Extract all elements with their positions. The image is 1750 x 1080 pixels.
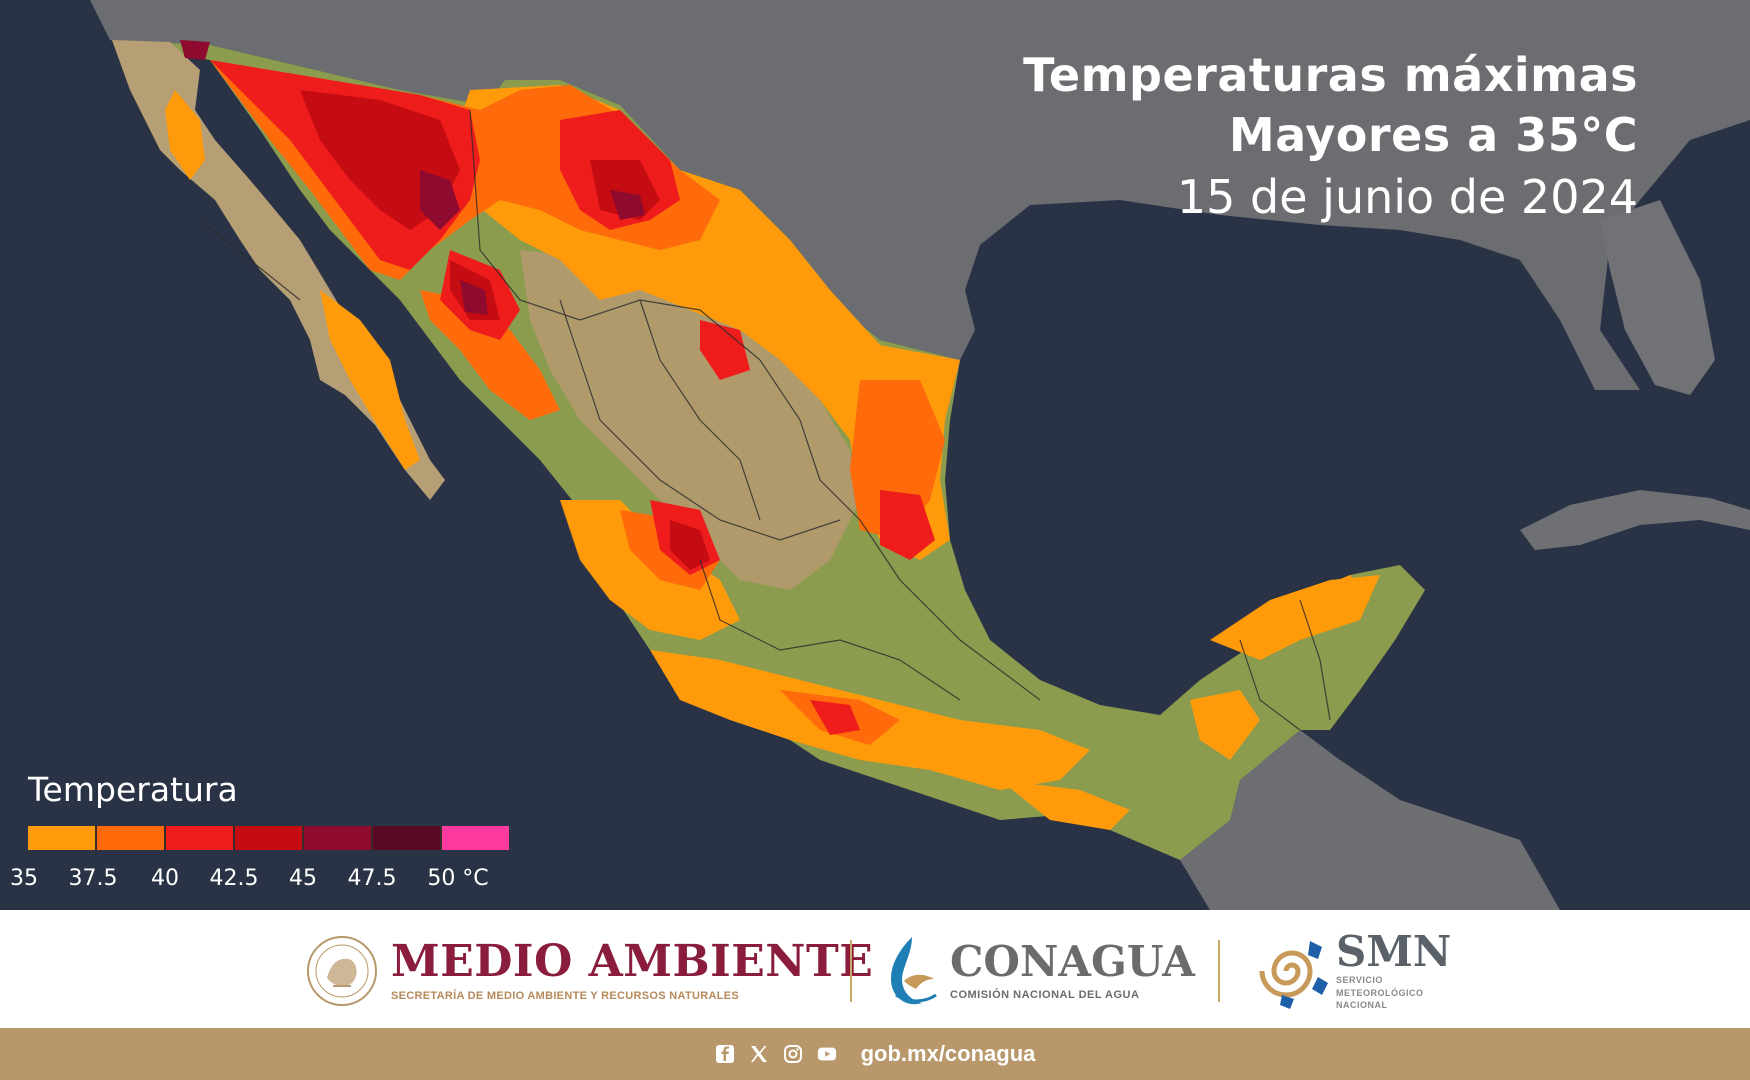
smn-subtitle-2: METEOROLÓGICO — [1336, 987, 1424, 998]
x-icon[interactable] — [749, 1044, 769, 1064]
cuba — [1520, 490, 1750, 550]
state-borders — [199, 109, 1331, 731]
smn-spiral-icon — [1259, 941, 1328, 1009]
map-date: 15 de junio de 2024 — [1176, 170, 1638, 224]
legend-tick: 45 — [289, 866, 317, 891]
logo-separator — [850, 940, 852, 1002]
medio-ambiente-logo: MEDIO AMBIENTE SECRETARÍA DE MEDIO AMBIE… — [305, 928, 873, 1014]
temperature-map: Temperaturas máximas Mayores a 35°C 15 d… — [0, 0, 1750, 910]
map-title-line1: Temperaturas máximas — [1023, 48, 1638, 102]
arid-interior — [520, 250, 860, 590]
legend-tick: 47.5 — [347, 866, 397, 891]
smn-logo: SMN SERVICIO METEOROLÓGICO NACIONAL — [1252, 928, 1451, 1014]
central-america — [1180, 730, 1560, 910]
usa-land — [90, 0, 1750, 390]
legend-swatch-37-5 — [97, 826, 166, 850]
smn-title: SMN — [1336, 926, 1452, 976]
legend-swatch-45 — [304, 826, 373, 850]
legend-swatch-47-5 — [373, 826, 442, 850]
footer-bar: gob.mx/conagua — [0, 1028, 1750, 1080]
map-title-line2: Mayores a 35°C — [1228, 108, 1638, 162]
conagua-logo: CONAGUA COMISIÓN NACIONAL DEL AGUA — [882, 928, 1195, 1014]
smn-subtitle-1: SERVICIO — [1336, 974, 1383, 985]
medio-ambiente-subtitle: SECRETARÍA DE MEDIO AMBIENTE Y RECURSOS … — [391, 990, 739, 1002]
conagua-title: CONAGUA — [950, 937, 1195, 986]
institutional-logos: MEDIO AMBIENTE SECRETARÍA DE MEDIO AMBIE… — [0, 910, 1750, 1028]
legend-swatch-50 — [442, 826, 509, 850]
legend-swatch-42-5 — [235, 826, 304, 850]
medio-ambiente-title: MEDIO AMBIENTE — [391, 936, 874, 987]
legend-tick: 50 °C — [427, 866, 489, 891]
legend-title: Temperatura — [28, 770, 238, 809]
map-canvas — [90, 0, 1750, 910]
legend-tick: 40 — [151, 866, 179, 891]
legend-tick: 42.5 — [209, 866, 259, 891]
logo-separator — [1218, 940, 1220, 1002]
smn-subtitle-3: NACIONAL — [1336, 1000, 1388, 1011]
youtube-icon[interactable] — [817, 1044, 837, 1064]
yucatan-heat — [1290, 575, 1370, 625]
heat-zone-45 — [180, 40, 645, 315]
florida — [1600, 200, 1715, 395]
website-link[interactable]: gob.mx/conagua — [860, 1041, 1036, 1066]
coat-of-arms-icon — [307, 936, 377, 1006]
legend-tick: 35 — [10, 866, 38, 891]
legend-swatch-35 — [28, 826, 97, 850]
legend-swatch-40 — [166, 826, 235, 850]
conagua-subtitle: COMISIÓN NACIONAL DEL AGUA — [950, 989, 1140, 1001]
legend-color-bar — [28, 826, 509, 850]
conagua-emblem-icon — [890, 937, 937, 1005]
legend-tick: 37.5 — [68, 866, 118, 891]
instagram-icon[interactable] — [783, 1044, 803, 1064]
facebook-icon[interactable] — [715, 1044, 735, 1064]
